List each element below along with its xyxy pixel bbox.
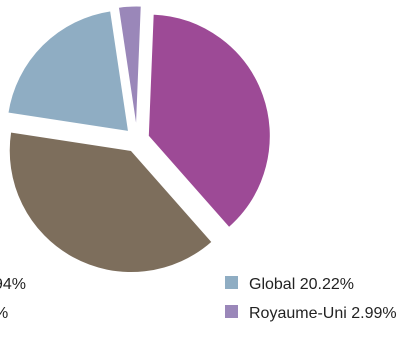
legend-label: 94% <box>0 276 26 293</box>
legend-label: % <box>0 305 8 322</box>
legend-item-item-2: % <box>0 305 8 322</box>
legend-item-94: 94% <box>0 276 26 293</box>
pie-slices <box>7 5 271 274</box>
pie-slice-1 <box>147 13 271 229</box>
pie-slice-2 <box>8 131 213 274</box>
pie-slice-royaume-uni <box>117 5 142 129</box>
legend-item-global-20-22: Global 20.22% <box>225 276 354 293</box>
legend-swatch <box>225 276 238 289</box>
legend-swatch <box>225 305 238 318</box>
legend-item-royaume-uni-2-99: Royaume-Uni 2.99% <box>225 305 397 322</box>
legend-label: Global 20.22% <box>249 276 354 293</box>
chart-legend: 94%% Global 20.22% Royaume-Uni 2.99% <box>0 276 397 322</box>
pie-slice-global <box>7 10 130 133</box>
legend-label: Royaume-Uni 2.99% <box>249 305 397 322</box>
